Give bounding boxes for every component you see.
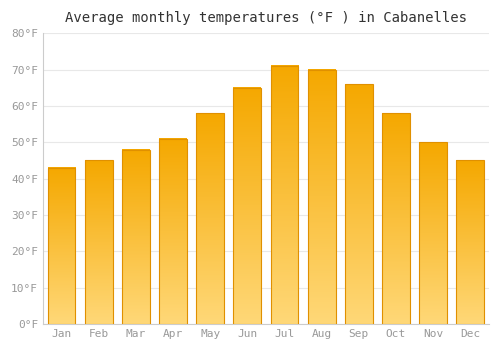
Bar (419, 142, 447, 324)
Bar (196, 113, 224, 324)
Bar (196, 113, 224, 324)
Bar (419, 142, 447, 324)
Bar (122, 149, 150, 324)
Bar (270, 66, 298, 324)
Bar (345, 84, 373, 324)
Bar (382, 113, 410, 324)
Bar (48, 168, 76, 324)
Bar (48, 168, 76, 324)
Bar (85, 160, 112, 324)
Title: Average monthly temperatures (°F ) in Cabanelles: Average monthly temperatures (°F ) in Ca… (65, 11, 467, 25)
Bar (456, 160, 484, 324)
Bar (159, 139, 187, 324)
Bar (308, 70, 336, 324)
Bar (234, 88, 262, 324)
Bar (308, 70, 336, 324)
Bar (382, 113, 410, 324)
Bar (234, 88, 262, 324)
Bar (122, 149, 150, 324)
Bar (159, 139, 187, 324)
Bar (345, 84, 373, 324)
Bar (270, 66, 298, 324)
Bar (456, 160, 484, 324)
Bar (85, 160, 112, 324)
